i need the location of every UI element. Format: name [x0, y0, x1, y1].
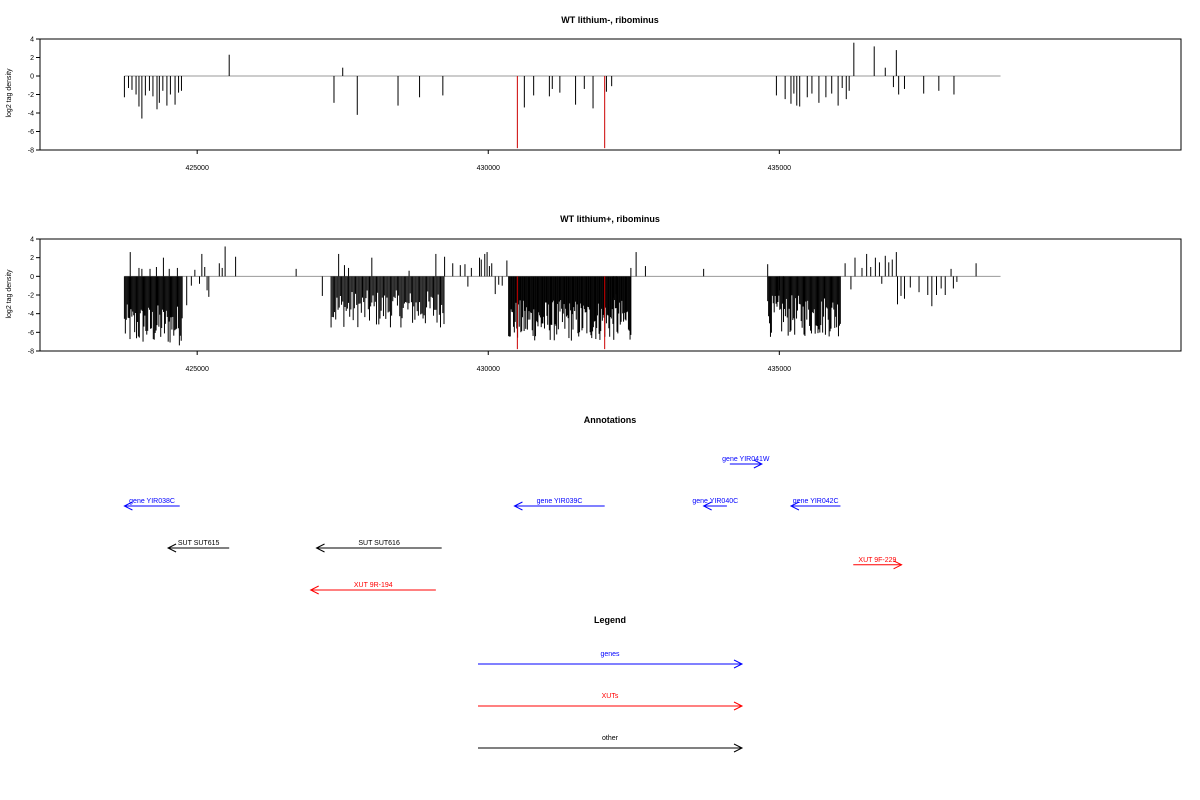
y-axis-label: log2 tag density — [6, 269, 13, 319]
legend-arrow-head — [733, 701, 744, 711]
annotation-features: gene YIR038C SUT SUT615 SUT SUT616 XUT 9R-1… — [123, 456, 903, 595]
feature-genes: gene YIR039C — [513, 498, 605, 511]
x-tick-label: 430000 — [477, 366, 500, 373]
feature-label: gene YIR042C — [793, 498, 839, 505]
x-tick-label: 425000 — [185, 165, 208, 172]
x-tick-label: 430000 — [477, 165, 500, 172]
feature-arrow-head — [893, 560, 903, 570]
y-tick-label: 2 — [30, 255, 34, 262]
feature-arrow-head — [166, 543, 177, 553]
feature-arrow-head — [513, 501, 523, 511]
feature-arrow-head — [789, 501, 800, 511]
y-tick-label: -2 — [28, 293, 34, 300]
feature-label: SUT SUT616 — [358, 540, 400, 547]
legend-label: other — [602, 735, 619, 742]
feature-arrow-head — [753, 459, 763, 469]
legend-panel: Legend genes XUTs other — [478, 615, 744, 753]
plot-area: 4 2 0 -2 -4 -6 -8 425000 430000 435000 — [28, 37, 1001, 172]
legend-arrow-head — [733, 743, 744, 753]
y-tick-label: 0 — [30, 274, 34, 281]
feature-label: SUT SUT615 — [178, 540, 220, 547]
annotations-panel: Annotations gene YIR038C SUT SUT615 SUT SU… — [123, 415, 903, 595]
legend-item: other — [478, 735, 744, 753]
feature-genes: gene YIR040C — [692, 498, 738, 511]
y-tick-label: 4 — [30, 37, 34, 44]
panel-title: WT lithium+, ribominus — [560, 214, 660, 224]
y-tick-label: -2 — [28, 92, 34, 99]
y-tick-label: 4 — [30, 237, 34, 244]
legend-label: genes — [600, 651, 620, 658]
track-panel-lithium-minus: WT lithium-, ribominus log2 tag density … — [6, 15, 1182, 172]
y-tick-label: 0 — [30, 74, 34, 81]
panel-title: WT lithium-, ribominus — [561, 15, 659, 25]
legend-arrow-head — [733, 659, 744, 669]
feature-label: gene YIR041W — [722, 456, 770, 463]
feature-label: gene YIR039C — [537, 498, 583, 505]
feature-label: XUT 9F-229 — [858, 557, 896, 564]
annotations-title: Annotations — [584, 415, 637, 425]
y-tick-label: -4 — [28, 111, 34, 118]
feature-genes: gene YIR042C — [789, 498, 841, 511]
y-tick-label: -8 — [28, 148, 34, 155]
legend-title: Legend — [594, 615, 626, 625]
legend-items: genes XUTs other — [478, 651, 744, 753]
feature-genes: gene YIR041W — [722, 456, 770, 469]
legend-label: XUTs — [602, 693, 619, 700]
feature-arrow-head — [315, 543, 325, 553]
x-tick-label: 435000 — [768, 366, 791, 373]
legend-item: genes — [478, 651, 744, 669]
y-tick-label: -6 — [28, 330, 34, 337]
feature-other: SUT SUT615 — [166, 540, 230, 553]
feature-arrow-head — [123, 501, 133, 511]
y-tick-label: 2 — [30, 55, 34, 62]
x-tick-label: 425000 — [185, 366, 208, 373]
feature-arrow-head — [702, 501, 712, 511]
y-tick-label: -8 — [28, 349, 34, 356]
feature-label: gene YIR038C — [129, 498, 175, 505]
y-axis-label: log2 tag density — [6, 68, 13, 118]
feature-XUTs: XUT 9F-229 — [853, 557, 903, 570]
plot-area: 4 2 0 -2 -4 -6 -8 425000 430000 435000 — [28, 237, 1001, 373]
feature-label: gene YIR040C — [692, 498, 738, 505]
y-tick-label: -6 — [28, 129, 34, 136]
feature-XUTs: XUT 9R-194 — [309, 582, 436, 595]
legend-item: XUTs — [478, 693, 744, 711]
feature-label: XUT 9R-194 — [354, 582, 393, 589]
plot-frame — [39, 38, 1182, 151]
x-tick-label: 435000 — [768, 165, 791, 172]
y-tick-label: -4 — [28, 311, 34, 318]
feature-genes: gene YIR038C — [123, 498, 180, 511]
feature-arrow-head — [309, 585, 319, 595]
track-panel-lithium-plus: WT lithium+, ribominus log2 tag density … — [6, 214, 1182, 373]
feature-other: SUT SUT616 — [315, 540, 442, 553]
